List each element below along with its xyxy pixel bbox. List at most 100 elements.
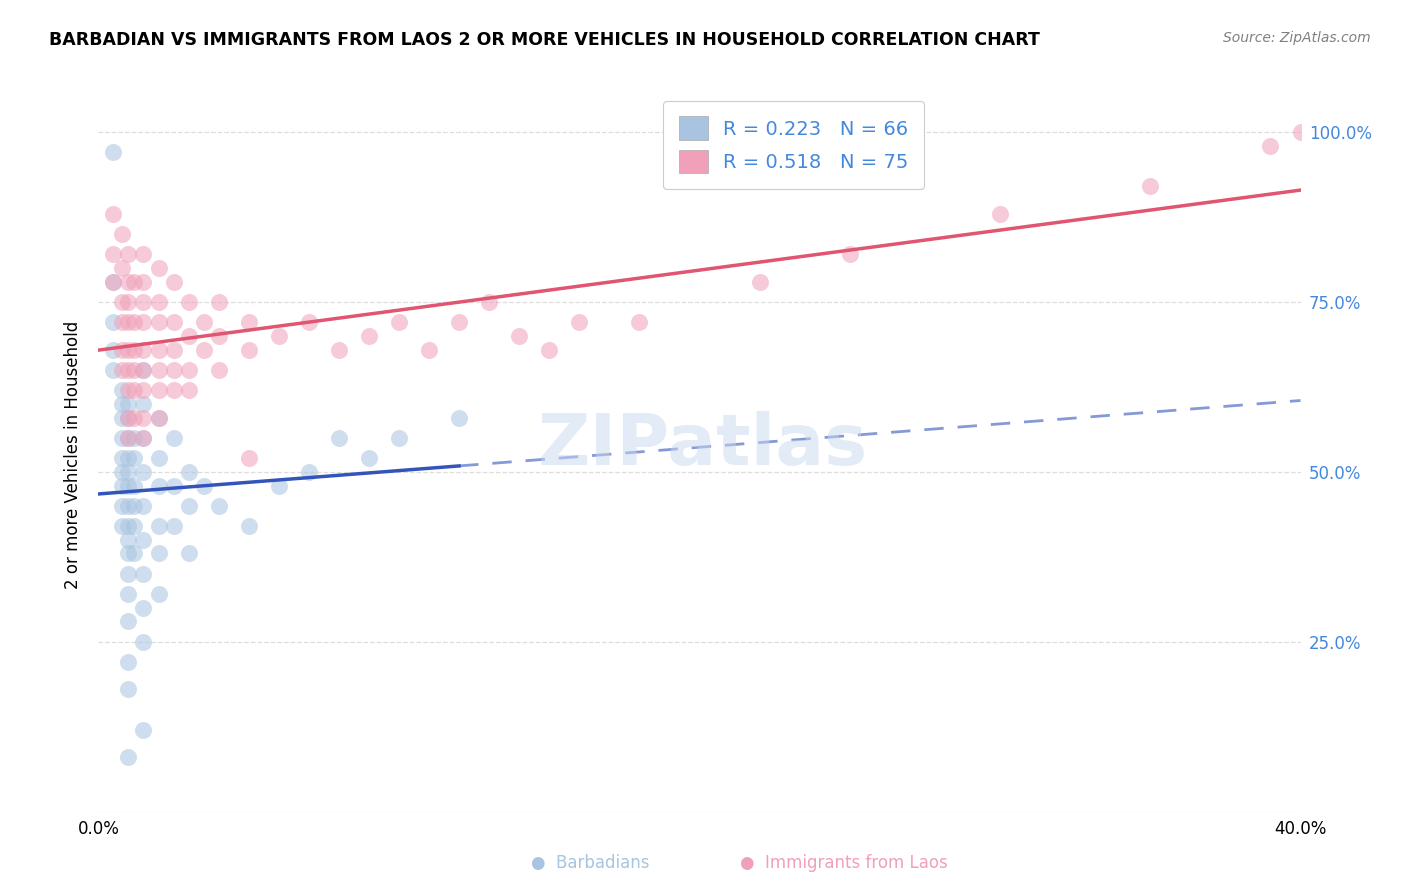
Point: [111, 451, 134, 466]
Point: [111, 410, 134, 425]
Point: [103, 207, 125, 221]
Point: [111, 397, 134, 411]
Point: [148, 384, 170, 398]
Point: [748, 275, 770, 289]
Point: [103, 315, 125, 329]
Point: [148, 546, 170, 560]
Point: [238, 343, 260, 357]
Point: [124, 478, 146, 492]
Point: [117, 533, 139, 547]
Point: [132, 363, 155, 377]
Point: [103, 275, 125, 289]
Text: ZIPatlas: ZIPatlas: [538, 411, 868, 481]
Point: [117, 431, 139, 445]
Point: [132, 635, 155, 649]
Point: [111, 260, 134, 275]
Point: [193, 343, 215, 357]
Point: [132, 600, 155, 615]
Point: [177, 295, 200, 310]
Point: [117, 478, 139, 492]
Point: [298, 315, 321, 329]
Point: [148, 295, 170, 310]
Point: [148, 451, 170, 466]
Point: [111, 431, 134, 445]
Text: ●  Barbadians: ● Barbadians: [531, 855, 650, 872]
Point: [111, 227, 134, 241]
Point: [117, 499, 139, 513]
Point: [267, 329, 290, 343]
Point: [117, 546, 139, 560]
Point: [117, 566, 139, 581]
Text: Source: ZipAtlas.com: Source: ZipAtlas.com: [1223, 31, 1371, 45]
Point: [117, 410, 139, 425]
Point: [1139, 179, 1161, 194]
Point: [177, 363, 200, 377]
Point: [103, 275, 125, 289]
Point: [132, 247, 155, 261]
Point: [132, 566, 155, 581]
Point: [208, 363, 231, 377]
Point: [177, 329, 200, 343]
Point: [162, 315, 184, 329]
Point: [357, 329, 380, 343]
Point: [447, 410, 470, 425]
Point: [298, 465, 321, 479]
Point: [148, 343, 170, 357]
Point: [162, 275, 184, 289]
Point: [117, 343, 139, 357]
Point: [628, 315, 651, 329]
Point: [124, 431, 146, 445]
Point: [478, 295, 501, 310]
Point: [1289, 125, 1312, 139]
Point: [111, 315, 134, 329]
Point: [111, 363, 134, 377]
Point: [148, 478, 170, 492]
Point: [238, 315, 260, 329]
Point: [838, 247, 860, 261]
Point: [418, 343, 440, 357]
Point: [117, 363, 139, 377]
Point: [117, 615, 139, 629]
Point: [124, 275, 146, 289]
Point: [148, 519, 170, 533]
Text: ●  Immigrants from Laos: ● Immigrants from Laos: [740, 855, 948, 872]
Point: [193, 478, 215, 492]
Point: [111, 343, 134, 357]
Point: [132, 499, 155, 513]
Point: [117, 682, 139, 697]
Point: [328, 431, 350, 445]
Point: [193, 315, 215, 329]
Point: [117, 431, 139, 445]
Point: [208, 329, 231, 343]
Point: [103, 363, 125, 377]
Point: [124, 363, 146, 377]
Point: [117, 275, 139, 289]
Point: [1260, 138, 1282, 153]
Point: [124, 410, 146, 425]
Point: [111, 384, 134, 398]
Point: [162, 431, 184, 445]
Point: [117, 465, 139, 479]
Point: [162, 519, 184, 533]
Point: [111, 478, 134, 492]
Point: [208, 499, 231, 513]
Point: [117, 451, 139, 466]
Point: [148, 410, 170, 425]
Point: [148, 260, 170, 275]
Point: [508, 329, 530, 343]
Point: [117, 655, 139, 669]
Point: [388, 431, 411, 445]
Point: [162, 384, 184, 398]
Point: [124, 546, 146, 560]
Point: [117, 315, 139, 329]
Point: [238, 451, 260, 466]
Point: [124, 384, 146, 398]
Point: [177, 546, 200, 560]
Point: [117, 247, 139, 261]
Point: [177, 499, 200, 513]
Point: [132, 465, 155, 479]
Point: [177, 465, 200, 479]
Point: [111, 465, 134, 479]
Point: [111, 295, 134, 310]
Point: [117, 410, 139, 425]
